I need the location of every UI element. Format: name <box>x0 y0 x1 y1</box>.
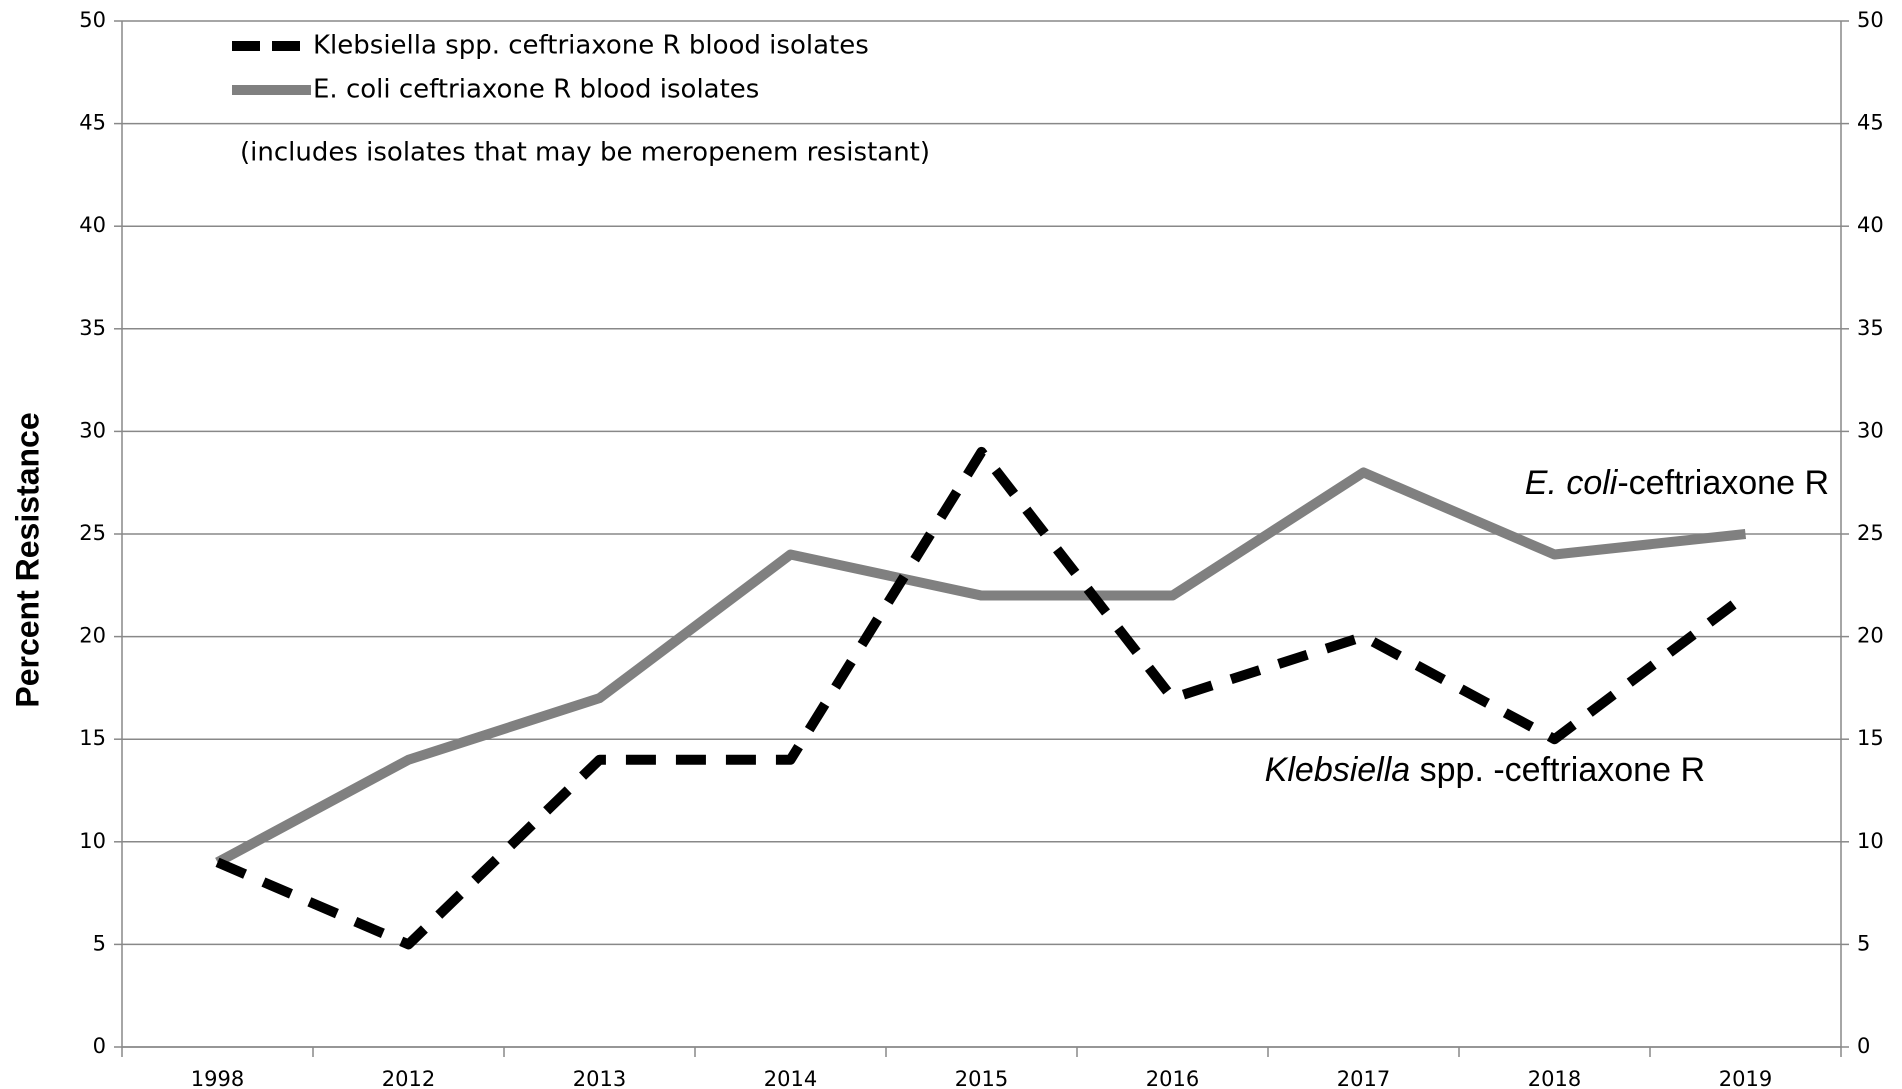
y-axis-label: Percent Resistance <box>9 412 45 707</box>
x-tick-label: 2016 <box>1146 1067 1199 1089</box>
x-tick-label: 2014 <box>764 1067 817 1089</box>
x-tick-label: 2017 <box>1337 1067 1390 1089</box>
annotation: Klebsiella spp. -ceftriaxone R <box>1265 751 1705 789</box>
x-tick-label: 1998 <box>191 1067 244 1089</box>
annotation-part: E. coli <box>1525 464 1619 502</box>
y2-tick-label: 40 <box>1857 213 1884 237</box>
y-tick-label: 20 <box>79 624 106 648</box>
y2-tick-label: 50 <box>1857 8 1884 32</box>
y2-tick-label: 5 <box>1857 931 1870 955</box>
y2-tick-label: 10 <box>1857 829 1884 853</box>
legend-label: E. coli ceftriaxone R blood isolates <box>313 75 759 105</box>
annotation-part: spp. -ceftriaxone R <box>1410 751 1705 789</box>
y2-tick-label: 0 <box>1857 1034 1870 1058</box>
y-tick-label: 15 <box>79 726 106 750</box>
y2-tick-label: 35 <box>1857 316 1884 340</box>
y2-tick-label: 15 <box>1857 726 1884 750</box>
x-tick-label: 2015 <box>955 1067 1008 1089</box>
note: (includes isolates that may be meropenem… <box>240 138 930 168</box>
y-tick-label: 45 <box>79 111 106 135</box>
y2-tick-label: 30 <box>1857 418 1884 442</box>
y-tick-label: 0 <box>93 1034 106 1058</box>
y-tick-label: 35 <box>79 316 106 340</box>
x-tick-label: 2019 <box>1719 1067 1772 1089</box>
x-tick-label: 2018 <box>1528 1067 1581 1089</box>
legend-label: Klebsiella spp. ceftriaxone R blood isol… <box>313 31 869 61</box>
y2-tick-label: 45 <box>1857 111 1884 135</box>
x-tick-label: 2013 <box>573 1067 626 1089</box>
y-tick-label: 50 <box>79 8 106 32</box>
y-tick-label: 40 <box>79 213 106 237</box>
annotation-part: Klebsiella <box>1265 751 1411 789</box>
y-tick-label: 5 <box>93 931 106 955</box>
x-tick-label: 2012 <box>382 1067 435 1089</box>
annotation: E. coli-ceftriaxone R <box>1525 464 1829 502</box>
y-tick-label: 10 <box>79 829 106 853</box>
annotation-part: -ceftriaxone R <box>1617 464 1829 502</box>
series-line <box>215 446 1749 950</box>
y-tick-label: 25 <box>79 521 106 545</box>
y2-tick-label: 20 <box>1857 624 1884 648</box>
y2-tick-label: 25 <box>1857 521 1884 545</box>
y-tick-label: 30 <box>79 418 106 442</box>
series-line <box>215 467 1747 867</box>
